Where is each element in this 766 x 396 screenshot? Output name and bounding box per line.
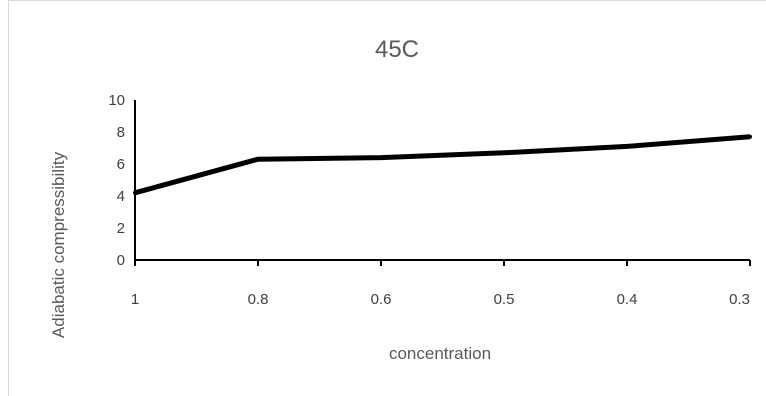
series-point (256, 157, 260, 162)
series-point (379, 155, 383, 160)
y-tick-label: 0 (117, 252, 125, 269)
x-tick-label: 1 (131, 291, 139, 308)
x-tick-labels: 1 0.8 0.6 0.5 0.4 0.3 (131, 291, 750, 308)
series-point (502, 150, 506, 155)
series-group (133, 134, 752, 196)
x-tick-label: 0.6 (371, 291, 392, 308)
y-tick-labels: 0 2 4 6 8 10 (108, 92, 125, 269)
y-tick-label: 2 (117, 220, 125, 237)
y-tick-label: 10 (108, 92, 125, 109)
series-point (133, 190, 137, 195)
y-tick-label: 6 (117, 156, 125, 173)
x-tick-label: 0.8 (248, 291, 269, 308)
y-tick-label: 8 (117, 124, 125, 141)
x-tick-label: 0.5 (494, 291, 515, 308)
series-point (748, 134, 752, 139)
chart-title: 45C (375, 36, 419, 63)
series-point (625, 144, 629, 149)
axes (134, 100, 750, 261)
x-axis-title: concentration (389, 344, 491, 363)
x-tick-label: 0.4 (617, 291, 638, 308)
series-line (134, 134, 751, 196)
y-axis-title: Adiabatic compressibility (49, 151, 68, 338)
x-tick-label: 0.3 (729, 291, 750, 308)
y-tick-label: 4 (117, 188, 125, 205)
x-tick-marks (134, 260, 751, 266)
